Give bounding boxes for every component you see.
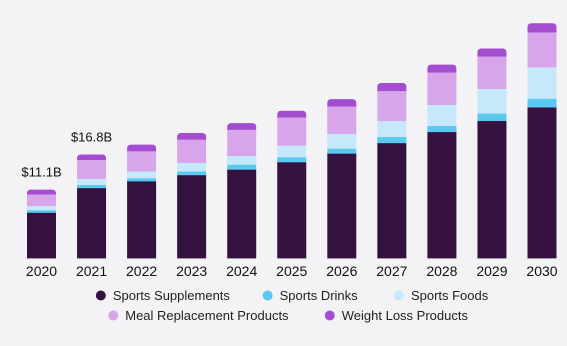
bar-segment-weight-loss-products-2028 (427, 64, 457, 73)
bar-segment-weight-loss-products-2026 (327, 99, 357, 107)
bar-segment-sports-foods-2027 (377, 120, 407, 138)
bar-segment-meal-replacement-products-2024 (227, 129, 257, 157)
legend-item-sports-supplements: Sports Supplements (95, 288, 231, 303)
bar-segment-meal-replacement-products-2023 (177, 139, 207, 163)
bar-segment-meal-replacement-products-2022 (127, 151, 157, 172)
bar-segment-meal-replacement-products-2021 (77, 160, 107, 179)
legend-swatch-sports-drinks (262, 290, 273, 301)
bar-segment-meal-replacement-products-2029 (477, 56, 507, 89)
legend-label-sports-drinks: Sports Drinks (280, 288, 359, 303)
legend-swatch-sports-supplements (95, 290, 106, 301)
x-tick-label-2028: 2028 (426, 263, 457, 279)
bar-segment-sports-foods-2025 (277, 145, 307, 158)
bar-segment-weight-loss-products-2025 (277, 110, 307, 118)
bar-segment-sports-supplements-2028 (427, 131, 457, 259)
bar-segment-sports-drinks-2020 (27, 209, 56, 213)
bar-segment-weight-loss-products-2021 (77, 154, 107, 161)
bar-segment-weight-loss-products-2020 (27, 189, 56, 195)
legend-swatch-meal-replacement-products (108, 310, 119, 321)
bar-segment-sports-supplements-2021 (77, 187, 107, 259)
bar-segment-sports-drinks-2021 (77, 184, 107, 189)
legend-item-meal-replacement-products: Meal Replacement Products (108, 308, 289, 323)
bar-segment-sports-drinks-2023 (177, 171, 207, 176)
x-tick-label-2026: 2026 (326, 263, 357, 279)
legend-label-sports-foods: Sports Foods (411, 288, 489, 303)
bar-segment-meal-replacement-products-2026 (327, 106, 357, 134)
legend-item-sports-foods: Sports Foods (393, 288, 489, 303)
bar-segment-sports-foods-2028 (427, 104, 457, 126)
bar-segment-sports-supplements-2027 (377, 142, 407, 259)
x-tick-label-2021: 2021 (76, 263, 107, 279)
data-label-2021: $16.8B (71, 130, 112, 145)
legend-label-sports-supplements: Sports Supplements (113, 288, 231, 303)
bar-segment-sports-foods-2026 (327, 133, 357, 149)
bar-segment-sports-drinks-2022 (127, 177, 157, 182)
bar-segment-weight-loss-products-2027 (377, 83, 407, 92)
bar-segment-sports-drinks-2028 (427, 125, 457, 133)
bar-segment-sports-supplements-2020 (27, 212, 56, 259)
x-tick-label-2020: 2020 (26, 263, 57, 279)
bar-segment-sports-foods-2021 (77, 178, 107, 186)
bar-segment-sports-supplements-2023 (177, 174, 207, 259)
x-tick-label-2030: 2030 (526, 263, 557, 279)
bar-segment-weight-loss-products-2022 (127, 144, 157, 152)
bar-segment-meal-replacement-products-2028 (427, 72, 457, 106)
bar-segment-weight-loss-products-2023 (177, 132, 207, 140)
legend-swatch-sports-foods (393, 290, 404, 301)
bar-segment-sports-foods-2020 (27, 205, 56, 211)
bar-segment-meal-replacement-products-2025 (277, 117, 307, 146)
x-tick-label-2024: 2024 (226, 263, 257, 279)
bar-segment-sports-foods-2022 (127, 171, 157, 179)
legend-label-meal-replacement-products: Meal Replacement Products (125, 308, 289, 323)
bar-segment-sports-drinks-2024 (227, 164, 257, 170)
bar-segment-sports-supplements-2029 (477, 120, 507, 259)
bar-segment-sports-supplements-2025 (277, 161, 307, 259)
bar-segment-sports-foods-2023 (177, 162, 207, 172)
x-tick-label-2029: 2029 (476, 263, 507, 279)
legend: Sports Supplements Sports Drinks Sports Fo… (95, 288, 489, 323)
bar-segment-sports-supplements-2022 (127, 181, 157, 259)
bar-segment-sports-foods-2029 (477, 88, 507, 114)
bar-segment-meal-replacement-products-2030 (527, 32, 557, 68)
bar-segment-weight-loss-products-2030 (527, 23, 557, 33)
bar-segment-weight-loss-products-2024 (227, 123, 257, 130)
x-tick-label-2023: 2023 (176, 263, 207, 279)
x-tick-label-2022: 2022 (126, 263, 157, 279)
bar-segment-meal-replacement-products-2020 (27, 194, 56, 207)
legend-item-weight-loss-products: Weight Loss Products (324, 308, 469, 323)
bar-segment-sports-drinks-2029 (477, 113, 507, 122)
bar-segment-sports-foods-2024 (227, 155, 257, 165)
bar-segment-weight-loss-products-2029 (477, 48, 507, 57)
x-tick-label-2027: 2027 (376, 263, 407, 279)
bar-segment-sports-drinks-2025 (277, 156, 307, 163)
bar-segment-sports-supplements-2024 (227, 169, 257, 259)
bar-segment-sports-supplements-2026 (327, 153, 357, 259)
x-tick-label-2025: 2025 (276, 263, 307, 279)
legend-item-sports-drinks: Sports Drinks (262, 288, 359, 303)
bar-segment-sports-drinks-2026 (327, 148, 357, 154)
bar-segment-sports-drinks-2030 (527, 98, 557, 108)
legend-swatch-weight-loss-products (324, 310, 335, 321)
bar-segment-meal-replacement-products-2027 (377, 91, 407, 122)
legend-label-weight-loss-products: Weight Loss Products (342, 308, 469, 323)
bars-group (27, 23, 557, 259)
bar-segment-sports-drinks-2027 (377, 136, 407, 144)
bar-segment-sports-supplements-2030 (527, 107, 557, 259)
data-label-2020: $11.1B (21, 165, 61, 180)
bar-segment-sports-foods-2030 (527, 67, 557, 99)
